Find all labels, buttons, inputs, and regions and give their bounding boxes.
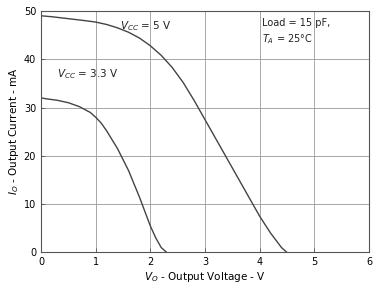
Text: $V_{CC}$ = 5 V: $V_{CC}$ = 5 V [120, 19, 172, 33]
Text: Load = 15 pF,
$T_A$ = 25°C: Load = 15 pF, $T_A$ = 25°C [262, 18, 330, 46]
Y-axis label: $I_O$ - Output Current - mA: $I_O$ - Output Current - mA [7, 68, 21, 196]
X-axis label: $V_O$ - Output Voltage - V: $V_O$ - Output Voltage - V [144, 270, 266, 284]
Text: $V_{CC}$ = 3.3 V: $V_{CC}$ = 3.3 V [57, 67, 119, 81]
